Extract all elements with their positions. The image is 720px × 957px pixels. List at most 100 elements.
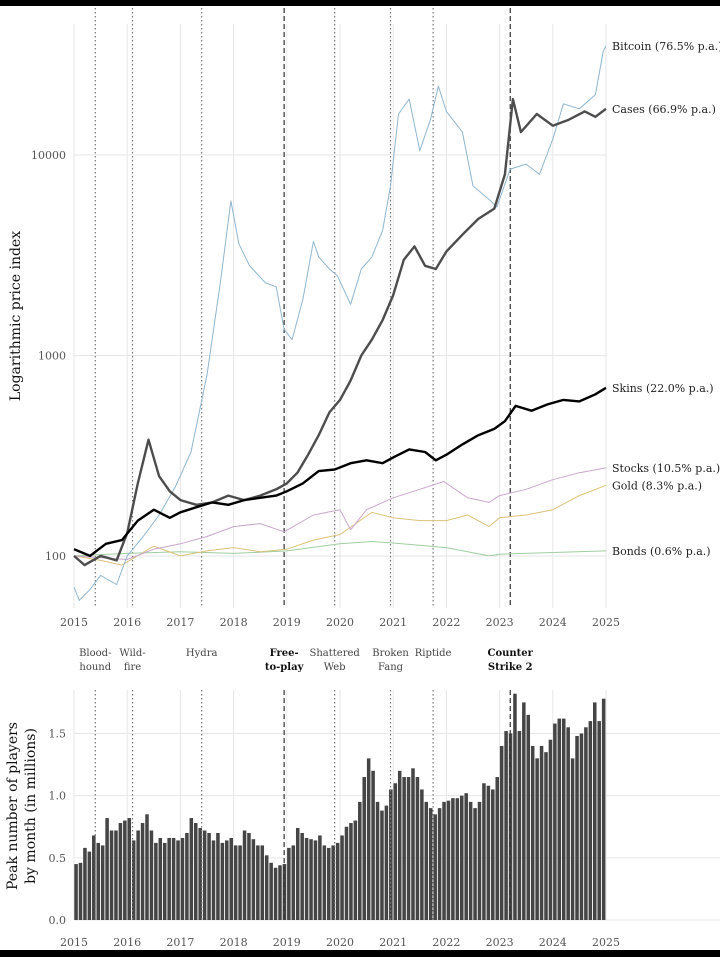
bar [380, 810, 384, 920]
bar [202, 830, 207, 920]
bar [437, 808, 442, 920]
bar [118, 823, 123, 920]
bar [189, 818, 194, 920]
bar [322, 845, 327, 920]
bar [131, 840, 136, 920]
bar [535, 758, 539, 920]
x-tick-label: 2019 [273, 616, 301, 629]
bar [176, 840, 180, 920]
x-tick-label: 2016 [113, 936, 141, 949]
series-line-bitcoin [73, 45, 607, 601]
bar [300, 832, 304, 920]
x-tick-label: 2016 [113, 616, 141, 629]
players-y-axis-label-line2: by month (in millions) [23, 728, 39, 884]
bottom-edge-bar [0, 950, 720, 957]
bar [428, 808, 433, 920]
x-tick-label: 2025 [592, 936, 620, 949]
y-tick-label: 10000 [31, 149, 66, 162]
bar [242, 830, 247, 920]
bar [207, 832, 211, 920]
x-tick-label: 2017 [166, 936, 194, 949]
bar [264, 855, 269, 920]
bar [87, 851, 92, 920]
x-tick-label: 2019 [273, 936, 301, 949]
series-label-gold: Gold (8.3% p.a.) [612, 479, 702, 492]
players-x-ticks: 2015 2016 2017 2018 2019 2020 2021 2022 2023 2024… [60, 936, 620, 949]
y-tick-label: 100 [45, 550, 66, 563]
event-label: to-play [265, 662, 305, 673]
x-tick-label: 2024 [539, 616, 567, 629]
bar [247, 832, 251, 920]
series-label-skins: Skins (22.0% p.a.) [612, 382, 714, 395]
bar [393, 783, 398, 920]
event-label: fire [124, 662, 141, 673]
x-tick-label: 2015 [60, 616, 88, 629]
event-label: Riptide [415, 648, 452, 659]
y-tick-label: 0.5 [49, 852, 67, 865]
bar [216, 832, 220, 920]
bar [486, 785, 491, 920]
bar [96, 842, 100, 920]
bar [185, 832, 189, 920]
bar [473, 808, 477, 920]
bar [517, 731, 522, 920]
bar [566, 727, 570, 920]
bar [451, 798, 455, 920]
bar [415, 777, 420, 920]
bar [309, 839, 313, 920]
x-tick-label: 2021 [379, 936, 407, 949]
bar [158, 837, 163, 920]
bar [273, 867, 278, 920]
event-label: Fang [378, 662, 404, 673]
bar [553, 723, 557, 920]
bar [522, 702, 526, 920]
bar [180, 837, 185, 920]
series-label-cases: Cases (66.9% p.a.) [612, 103, 716, 116]
bar [233, 845, 238, 920]
bar [397, 770, 402, 920]
bar [468, 801, 473, 920]
bar [344, 826, 349, 920]
bar [74, 864, 78, 920]
bar [340, 835, 344, 920]
players-y-axis-label-line1: Peak number of players [5, 722, 21, 890]
bar [513, 693, 517, 920]
event-label: Wild- [119, 648, 145, 659]
bar [411, 768, 415, 920]
bar [162, 842, 167, 920]
bar [593, 702, 597, 920]
bar [584, 727, 588, 920]
x-tick-label: 2023 [486, 616, 514, 629]
x-tick-label: 2022 [432, 936, 460, 949]
players-y-ticks: 0.0 0.5 1.0 1.5 [49, 728, 67, 927]
series-labels: Bitcoin (76.5% p.a.) Cases (66.9% p.a.) Sk… [612, 40, 720, 558]
bar [92, 835, 96, 920]
series-line-skins [73, 386, 607, 558]
bar [318, 835, 322, 920]
series-label-bitcoin: Bitcoin (76.5% p.a.) [612, 40, 720, 53]
bar [433, 814, 437, 920]
x-tick-label: 2022 [432, 616, 460, 629]
bar [406, 777, 411, 920]
bar [229, 837, 233, 920]
x-tick-label: 2015 [60, 936, 88, 949]
bar [495, 777, 499, 920]
bar [424, 801, 429, 920]
bar [402, 777, 406, 920]
bar [127, 818, 132, 920]
event-label: Shattered [310, 648, 361, 659]
event-label: hound [79, 662, 111, 673]
x-tick-label: 2023 [486, 936, 514, 949]
price-grid [73, 24, 607, 608]
bar [455, 798, 460, 920]
bar [384, 805, 389, 920]
y-tick-label: 1000 [38, 349, 66, 362]
players-event-lines [94, 690, 511, 920]
bar [491, 789, 495, 920]
bar [371, 770, 375, 920]
players-bars [74, 693, 606, 920]
bar [482, 783, 486, 920]
event-label: Broken [372, 648, 409, 659]
bar [539, 745, 544, 920]
bar [100, 845, 105, 920]
